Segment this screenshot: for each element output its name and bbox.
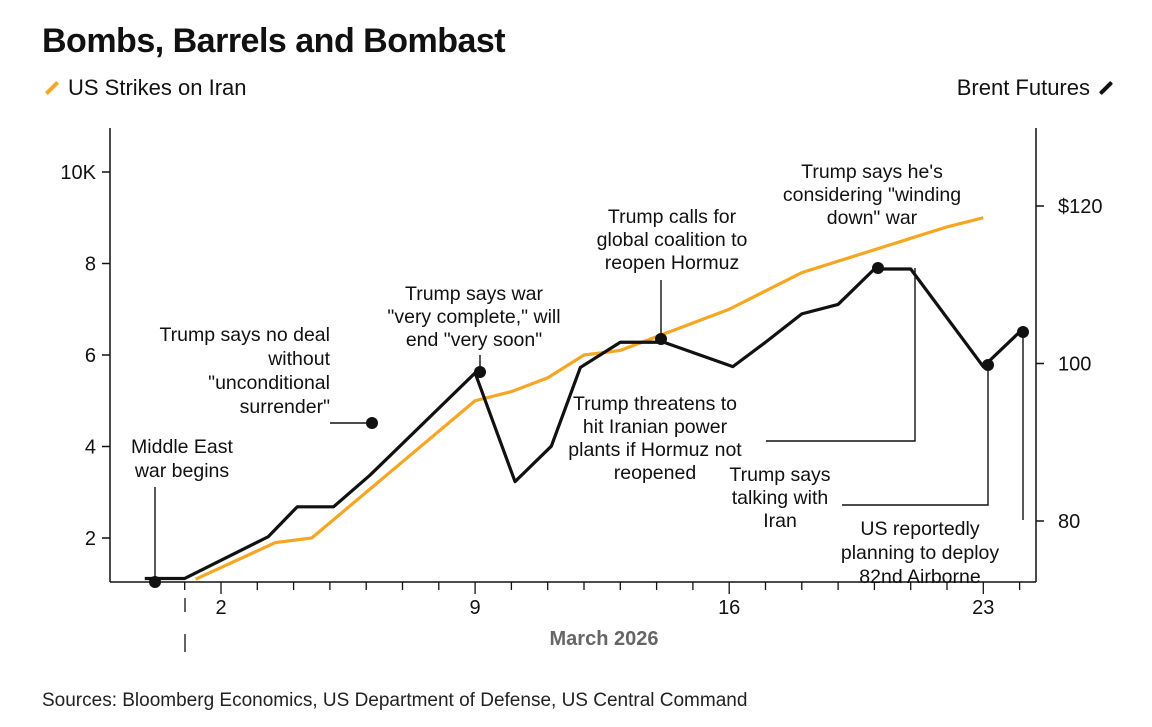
legend-brent-label: Brent Futures [956, 75, 1090, 100]
annotation-leader-line [842, 365, 989, 506]
chart-title: Bombs, Barrels and Bombast [42, 22, 506, 60]
annotation-dot [474, 366, 486, 378]
chart-svg: 2 4 6 8 10K 80 100 $120 2 9 16 23 March 2026 Middle E… [60, 128, 1103, 652]
annotation-line: considering "winding [783, 184, 961, 206]
x-tick-label: 16 [718, 597, 740, 619]
annotation-line: Trump says war [405, 283, 543, 305]
annotation-line: down" war [827, 207, 918, 229]
annotation-line: "unconditional [208, 372, 330, 394]
annotation-dot [982, 359, 994, 371]
annotation-dot [366, 417, 378, 429]
annotation-line: end "very soon" [406, 329, 542, 351]
right-tick-label: 100 [1058, 354, 1091, 376]
left-tick-label: 10K [60, 162, 96, 184]
source-note: Sources: Bloomberg Economics, US Departm… [42, 690, 748, 711]
annotation-dot [872, 262, 884, 274]
annotation-very-complete: Trump says war "very complete," will end "… [387, 283, 560, 351]
right-tick-label: $120 [1058, 196, 1103, 218]
annotation-line: Iran [763, 510, 797, 532]
x-tick-label: 23 [972, 597, 994, 619]
annotation-line: planning to deploy [841, 542, 1000, 564]
left-tick-label: 8 [85, 254, 96, 276]
annotation-line: talking with [732, 487, 828, 509]
x-axis-label: March 2026 [550, 628, 659, 650]
annotation-coalition: Trump calls for global coalition to reopen… [597, 206, 748, 274]
annotation-line: Trump says [729, 464, 830, 486]
x-tick-label: 2 [215, 597, 226, 619]
annotation-winding-down: Trump says he's considering "winding down"… [783, 161, 961, 229]
annotation-dot [1017, 326, 1029, 338]
annotation-power-plants: Trump threatens to hit Iranian power plant… [568, 393, 742, 484]
annotation-no-deal: Trump says no deal without "unconditional s… [159, 324, 330, 418]
annotation-line: Trump says he's [801, 161, 943, 183]
left-tick-label: 4 [85, 437, 96, 459]
annotation-line: plants if Hormuz not [568, 439, 742, 461]
legend-strikes-label: US Strikes on Iran [68, 75, 247, 100]
left-tick-label: 6 [85, 345, 96, 367]
annotation-line: surrender" [240, 396, 330, 418]
annotation-talking: Trump says talking with Iran [729, 464, 830, 532]
annotation-dot [149, 576, 161, 588]
annotation-leader-line [766, 268, 916, 442]
annotation-line: without [267, 348, 330, 370]
annotation-line: war begins [134, 460, 230, 482]
annotation-line: reopened [614, 462, 696, 484]
left-tick-label: 2 [85, 528, 96, 550]
legend-strikes: US Strikes on Iran [44, 75, 247, 101]
annotation-line: 82nd Airborne [859, 566, 980, 588]
legend-brent: Brent Futures [957, 75, 1114, 101]
brent-line [144, 267, 1021, 581]
annotation-airborne: US reportedly planning to deploy 82nd Airb… [841, 518, 1000, 588]
right-tick-label: 80 [1058, 511, 1080, 533]
annotation-dot [655, 333, 667, 345]
annotation-war-begins: Middle East war begins [131, 436, 233, 482]
annotation-line: reopen Hormuz [605, 252, 739, 274]
annotation-line: Trump threatens to [573, 393, 737, 415]
annotation-line: "very complete," will [387, 306, 560, 328]
annotation-line: Trump calls for [608, 206, 737, 228]
x-tick-label: 9 [470, 597, 481, 619]
annotation-line: hit Iranian power [583, 416, 728, 438]
annotation-line: Middle East [131, 436, 233, 458]
annotation-line: Trump says no deal [159, 324, 330, 346]
annotation-line: global coalition to [597, 229, 748, 251]
annotation-line: US reportedly [860, 518, 979, 540]
